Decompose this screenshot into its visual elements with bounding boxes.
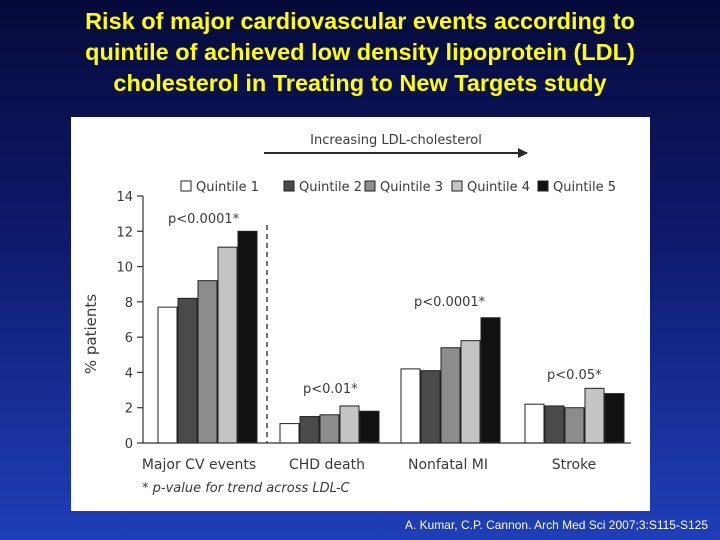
category-label: Nonfatal MI — [408, 457, 488, 473]
category-label: CHD death — [289, 457, 365, 473]
slide-title-line-3: cholesterol in Treating to New Targets s… — [113, 70, 607, 96]
bar-1-1 — [157, 306, 178, 444]
bar-2-1 — [177, 297, 198, 444]
legend-label: Quintile 1 — [196, 180, 259, 195]
bar-5-1 — [237, 230, 258, 444]
p-value-label: p<0.05* — [547, 368, 602, 383]
slide-title-line-1: Risk of major cardiovascular events acco… — [85, 8, 635, 34]
annotations: p<0.0001* p<0.01* p<0.0001* p<0.05* — [168, 212, 602, 397]
p-value-label: p<0.0001* — [414, 295, 486, 310]
bar-4-3 — [460, 340, 481, 444]
y-tick-label: 6 — [125, 331, 133, 346]
y-tick-label: 0 — [125, 437, 133, 452]
legend-label: Quintile 4 — [467, 180, 530, 195]
y-axis: 0 2 4 6 8 10 12 14 — [116, 190, 144, 452]
bar-2-4 — [544, 405, 565, 444]
legend-swatch — [364, 180, 376, 192]
legend-label: Quintile 5 — [553, 180, 616, 195]
y-tick-label: 14 — [116, 190, 133, 205]
x-axis: Major CV events CHD death Nonfatal MI Strok… — [142, 442, 631, 473]
bar-1-2 — [279, 423, 300, 444]
bar-5-2 — [359, 410, 380, 444]
citation: A. Kumar, C.P. Cannon. Arch Med Sci 2007… — [404, 518, 708, 532]
bar-3-4 — [564, 407, 585, 444]
legend-swatch — [451, 180, 463, 192]
legend-swatch — [180, 180, 192, 192]
y-tick-label: 2 — [125, 402, 133, 417]
bar-chart: Increasing LDL-cholesterol Quintile 1 Qui… — [82, 133, 631, 496]
y-tick-label: 4 — [125, 366, 133, 381]
y-tick-label: 8 — [125, 296, 133, 311]
arrow-label: Increasing LDL-cholesterol — [310, 133, 482, 148]
p-value-label: p<0.0001* — [168, 212, 240, 227]
bar-1-3 — [400, 368, 421, 444]
bar-2-2 — [299, 416, 320, 444]
legend-label: Quintile 3 — [380, 180, 443, 195]
legend-swatch — [537, 180, 549, 192]
y-tick-label: 12 — [116, 225, 133, 240]
slide-title-line-2: quintile of achieved low density lipopro… — [85, 39, 635, 65]
footnote: * p-value for trend across LDL-C — [142, 481, 351, 496]
chart-panel: Increasing LDL-cholesterol Quintile 1 Qui… — [71, 117, 650, 511]
bar-5-3 — [480, 317, 501, 444]
y-axis-label: % patients — [82, 294, 100, 374]
bar-1-4 — [524, 403, 545, 444]
legend: Quintile 1 Quintile 2 Quintile 3 Quintile 4… — [180, 180, 616, 195]
p-value-label: p<0.01* — [303, 382, 358, 397]
bar-3-1 — [197, 280, 218, 444]
bar-4-4 — [584, 387, 605, 444]
bar-4-2 — [339, 405, 360, 444]
category-label: Major CV events — [142, 457, 256, 473]
bars — [157, 230, 625, 444]
bar-2-3 — [420, 370, 441, 444]
bar-5-4 — [604, 393, 625, 444]
legend-label: Quintile 2 — [299, 180, 362, 195]
legend-swatch — [283, 180, 295, 192]
bar-3-2 — [319, 414, 340, 444]
bar-4-1 — [217, 246, 238, 444]
category-label: Stroke — [552, 457, 597, 473]
y-tick-label: 10 — [116, 261, 133, 276]
slide-title: Risk of major cardiovascular events acco… — [0, 6, 720, 99]
bar-3-3 — [440, 347, 461, 444]
